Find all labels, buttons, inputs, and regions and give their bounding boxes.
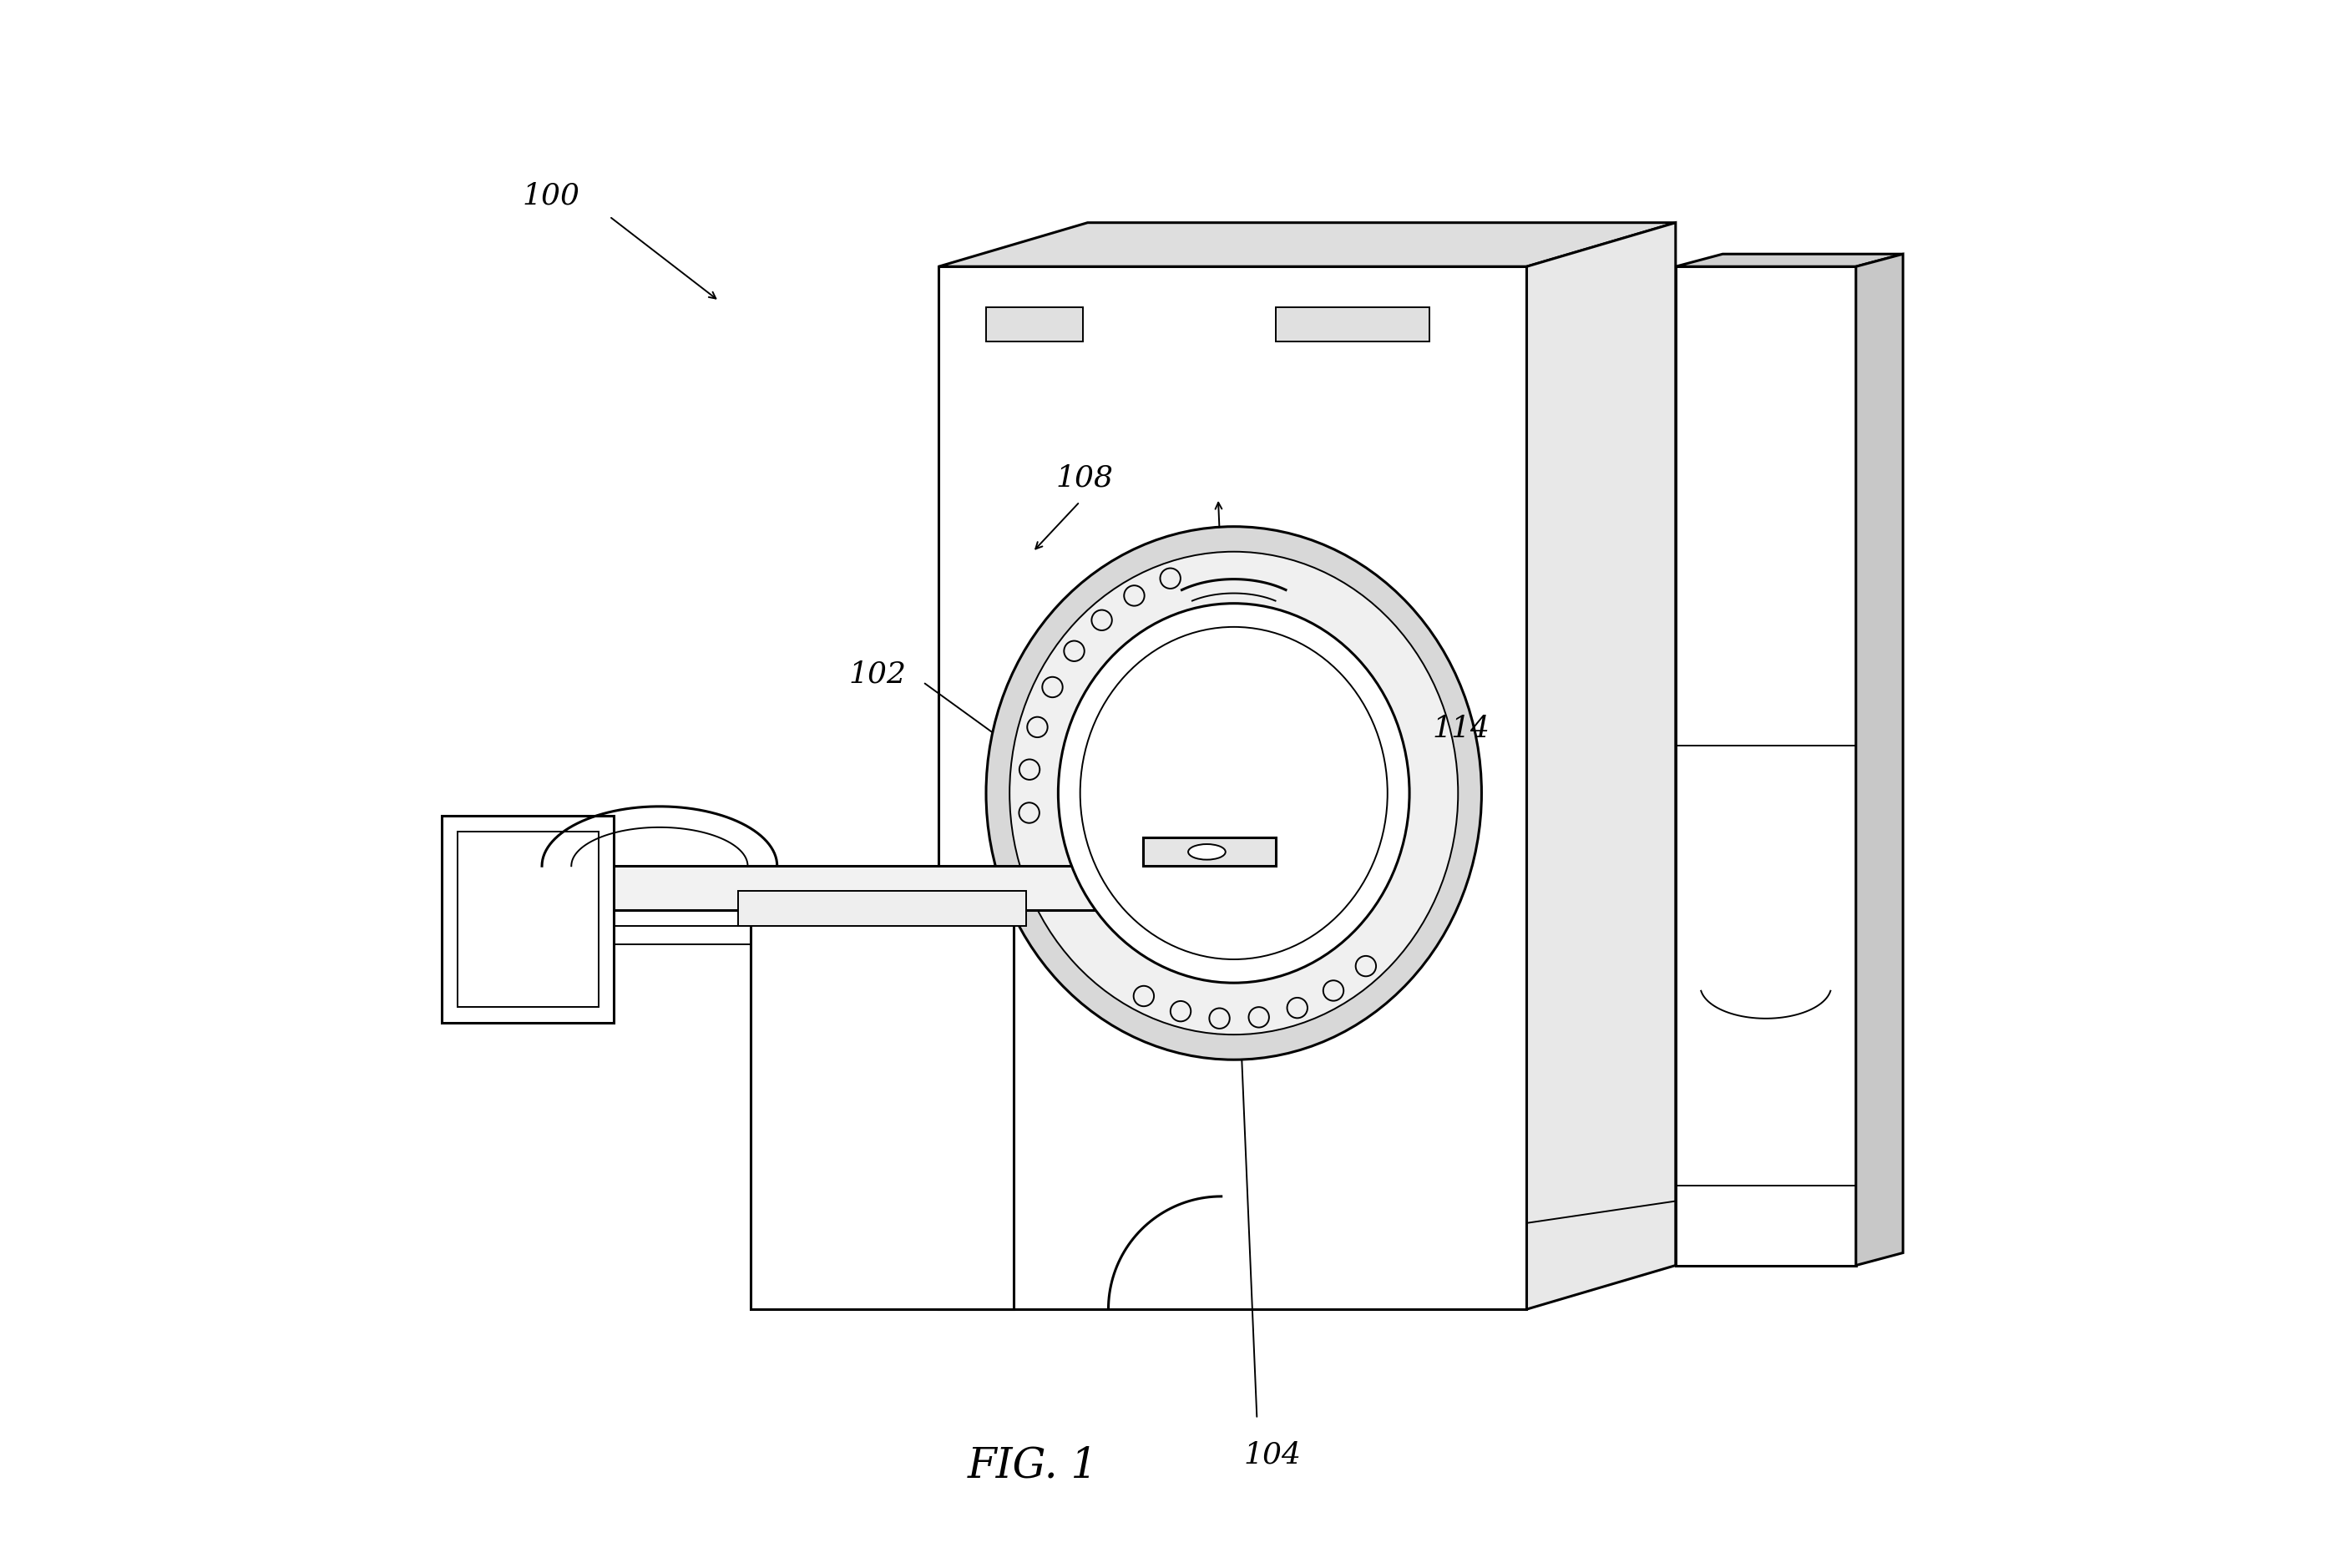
Text: 100: 100 (522, 182, 581, 210)
Text: 102: 102 (849, 660, 907, 688)
Ellipse shape (1189, 844, 1227, 859)
Bar (441, 815, 613, 1022)
Polygon shape (1856, 254, 1903, 1265)
Bar (940, 267, 1527, 1309)
Ellipse shape (1010, 552, 1458, 1035)
Text: 104: 104 (1243, 1441, 1301, 1469)
Bar (737, 891, 1026, 925)
Bar (1143, 837, 1276, 866)
Ellipse shape (1059, 604, 1409, 983)
Text: 108: 108 (1056, 464, 1112, 492)
Polygon shape (1677, 254, 1903, 267)
Bar (478, 866, 1262, 909)
Text: FIG. 1: FIG. 1 (968, 1446, 1098, 1486)
Ellipse shape (986, 527, 1481, 1060)
Bar (986, 307, 1082, 342)
Text: 114: 114 (1432, 715, 1490, 743)
Polygon shape (940, 223, 1677, 267)
Ellipse shape (1080, 627, 1388, 960)
Bar (1276, 307, 1430, 342)
Polygon shape (1527, 223, 1677, 1309)
Bar (1677, 267, 1856, 1265)
Bar (751, 917, 1014, 1309)
Bar (457, 831, 599, 1007)
